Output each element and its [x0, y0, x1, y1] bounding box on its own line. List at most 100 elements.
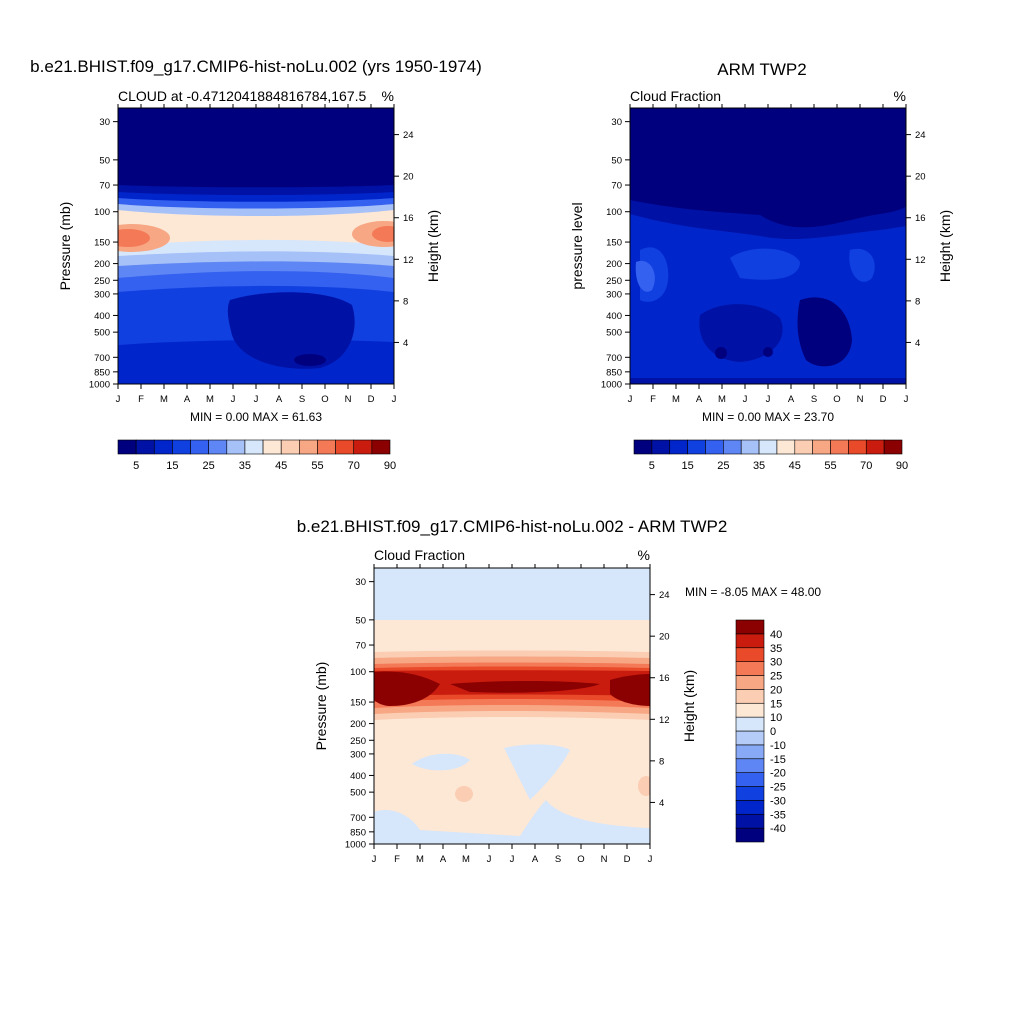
panel-diff-subtitle-left: Cloud Fraction	[374, 547, 465, 563]
y-tick-label: 70	[355, 641, 366, 652]
y-tick-label: 250	[350, 736, 366, 747]
height-tick-label: 24	[403, 130, 414, 141]
y-tick-label: 850	[606, 367, 622, 378]
field-min-2	[763, 347, 773, 357]
y-tick-label: 700	[606, 353, 622, 364]
y-tick-label: 70	[611, 181, 622, 192]
field-min-sep	[294, 354, 326, 366]
panel-obs-subtitle-right: %	[894, 88, 906, 104]
colorbar-swatch	[244, 439, 264, 455]
colorbar-swatch	[299, 439, 318, 455]
x-tick-label: M	[160, 394, 168, 405]
colorbar-label: 5	[649, 460, 655, 472]
x-tick-label: M	[672, 394, 680, 405]
colorbar-label: 25	[770, 671, 782, 683]
panel-diff: b.e21.BHIST.f09_g17.CMIP6-hist-noLu.002 …	[297, 517, 822, 865]
y-tick-label: 500	[350, 788, 366, 799]
height-tick-label: 12	[915, 255, 926, 266]
height-tick-label: 12	[403, 255, 414, 266]
height-tick-label: 8	[403, 296, 408, 307]
colorbar-label: 15	[770, 698, 782, 710]
height-tick-label: 20	[403, 172, 414, 183]
y-tick-label: 300	[94, 289, 110, 300]
colorbar-swatch	[735, 744, 765, 760]
height-tick-label: 16	[403, 213, 414, 224]
colorbar-swatch	[117, 439, 137, 455]
y-tick-label: 100	[94, 207, 110, 218]
panel-diff-ylabel: Pressure (mb)	[313, 662, 329, 751]
y-tick-label: 200	[606, 259, 622, 270]
colorbar-label: 55	[311, 460, 323, 472]
y-tick-label: 500	[606, 328, 622, 339]
colorbar-label: 35	[239, 460, 251, 472]
colorbar-swatch	[776, 439, 796, 455]
colorbar-label: -35	[770, 809, 786, 821]
colorbar-label: 20	[770, 684, 782, 696]
y-tick-label: 1000	[89, 380, 110, 391]
x-tick-label: S	[555, 854, 561, 865]
field-pos-2	[638, 776, 650, 796]
colorbar-label: 5	[133, 460, 139, 472]
colorbar-label: 70	[860, 460, 872, 472]
field-band-1	[630, 214, 906, 384]
colorbar-swatch	[317, 439, 336, 455]
colorbar-swatch	[153, 439, 173, 455]
colorbar-label: -30	[770, 795, 786, 807]
height-tick-label: 16	[915, 213, 926, 224]
y-tick-label: 30	[355, 577, 366, 588]
y-tick-label: 1000	[601, 380, 622, 391]
field-neg-upper	[412, 753, 470, 771]
colorbar-label: 55	[824, 460, 836, 472]
colorbar-swatch	[226, 439, 246, 455]
colorbar-label: -40	[770, 823, 786, 835]
x-tick-label: D	[624, 854, 631, 865]
colorbar-label: 0	[770, 726, 776, 738]
y-tick-label: 850	[350, 827, 366, 838]
x-tick-label: J	[487, 854, 492, 865]
y-tick-label: 1000	[345, 840, 366, 851]
colorbar-label: 10	[770, 712, 782, 724]
panel-obs-subtitle-left: Cloud Fraction	[630, 88, 721, 104]
panel-model-subtitle-right: %	[382, 88, 394, 104]
colorbar-label: 15	[166, 460, 178, 472]
colorbar-label: 15	[681, 460, 693, 472]
field-max-right	[610, 674, 650, 706]
panel-model-ylabel-right: Height (km)	[425, 210, 441, 282]
colorbar-swatch	[633, 439, 653, 455]
x-tick-label: J	[743, 394, 748, 405]
panel-obs-colorbar: 5 15 25 35 45 55 70 90	[633, 439, 908, 472]
colorbar-swatch	[353, 439, 373, 455]
colorbar-label: 45	[275, 460, 287, 472]
colorbar-swatch	[735, 689, 765, 704]
field-patch-4	[797, 297, 852, 367]
colorbar-swatch	[758, 439, 778, 455]
panel-model-stats: MIN = 0.00 MAX = 61.63	[190, 410, 322, 424]
x-tick-label: J	[510, 854, 515, 865]
colorbar-swatch	[335, 439, 355, 455]
colorbar-label: 90	[384, 460, 396, 472]
colorbar-swatch	[735, 619, 765, 635]
panel-model-axes: 30 50 70 100 150 200 250 300 400 500 700 850 1000 4 8 1…	[89, 104, 414, 405]
y-tick-label: 200	[350, 719, 366, 730]
colorbar-swatch	[371, 439, 391, 455]
colorbar-label: 40	[770, 629, 782, 641]
y-tick-label: 30	[611, 117, 622, 128]
panel-model-title: b.e21.BHIST.f09_g17.CMIP6-hist-noLu.002 …	[30, 57, 482, 76]
field-patch-1	[730, 248, 800, 280]
colorbar-label: 25	[203, 460, 215, 472]
field-max-right-core	[372, 226, 394, 242]
colorbar-swatch	[735, 758, 765, 773]
colorbar-swatch	[651, 439, 671, 455]
field-min-1	[715, 347, 727, 359]
colorbar-swatch	[190, 439, 209, 455]
x-tick-label: S	[299, 394, 305, 405]
x-tick-label: D	[368, 394, 375, 405]
colorbar-swatch	[723, 439, 742, 455]
y-tick-label: 50	[611, 155, 622, 166]
y-tick-label: 300	[350, 749, 366, 760]
colorbar-label: 35	[770, 643, 782, 655]
panel-obs-plot-area	[630, 108, 906, 384]
panel-model-colorbar: 5 15 25 35 45 55 70 90	[117, 439, 396, 472]
y-tick-label: 150	[94, 238, 110, 249]
x-tick-label: J	[766, 394, 771, 405]
